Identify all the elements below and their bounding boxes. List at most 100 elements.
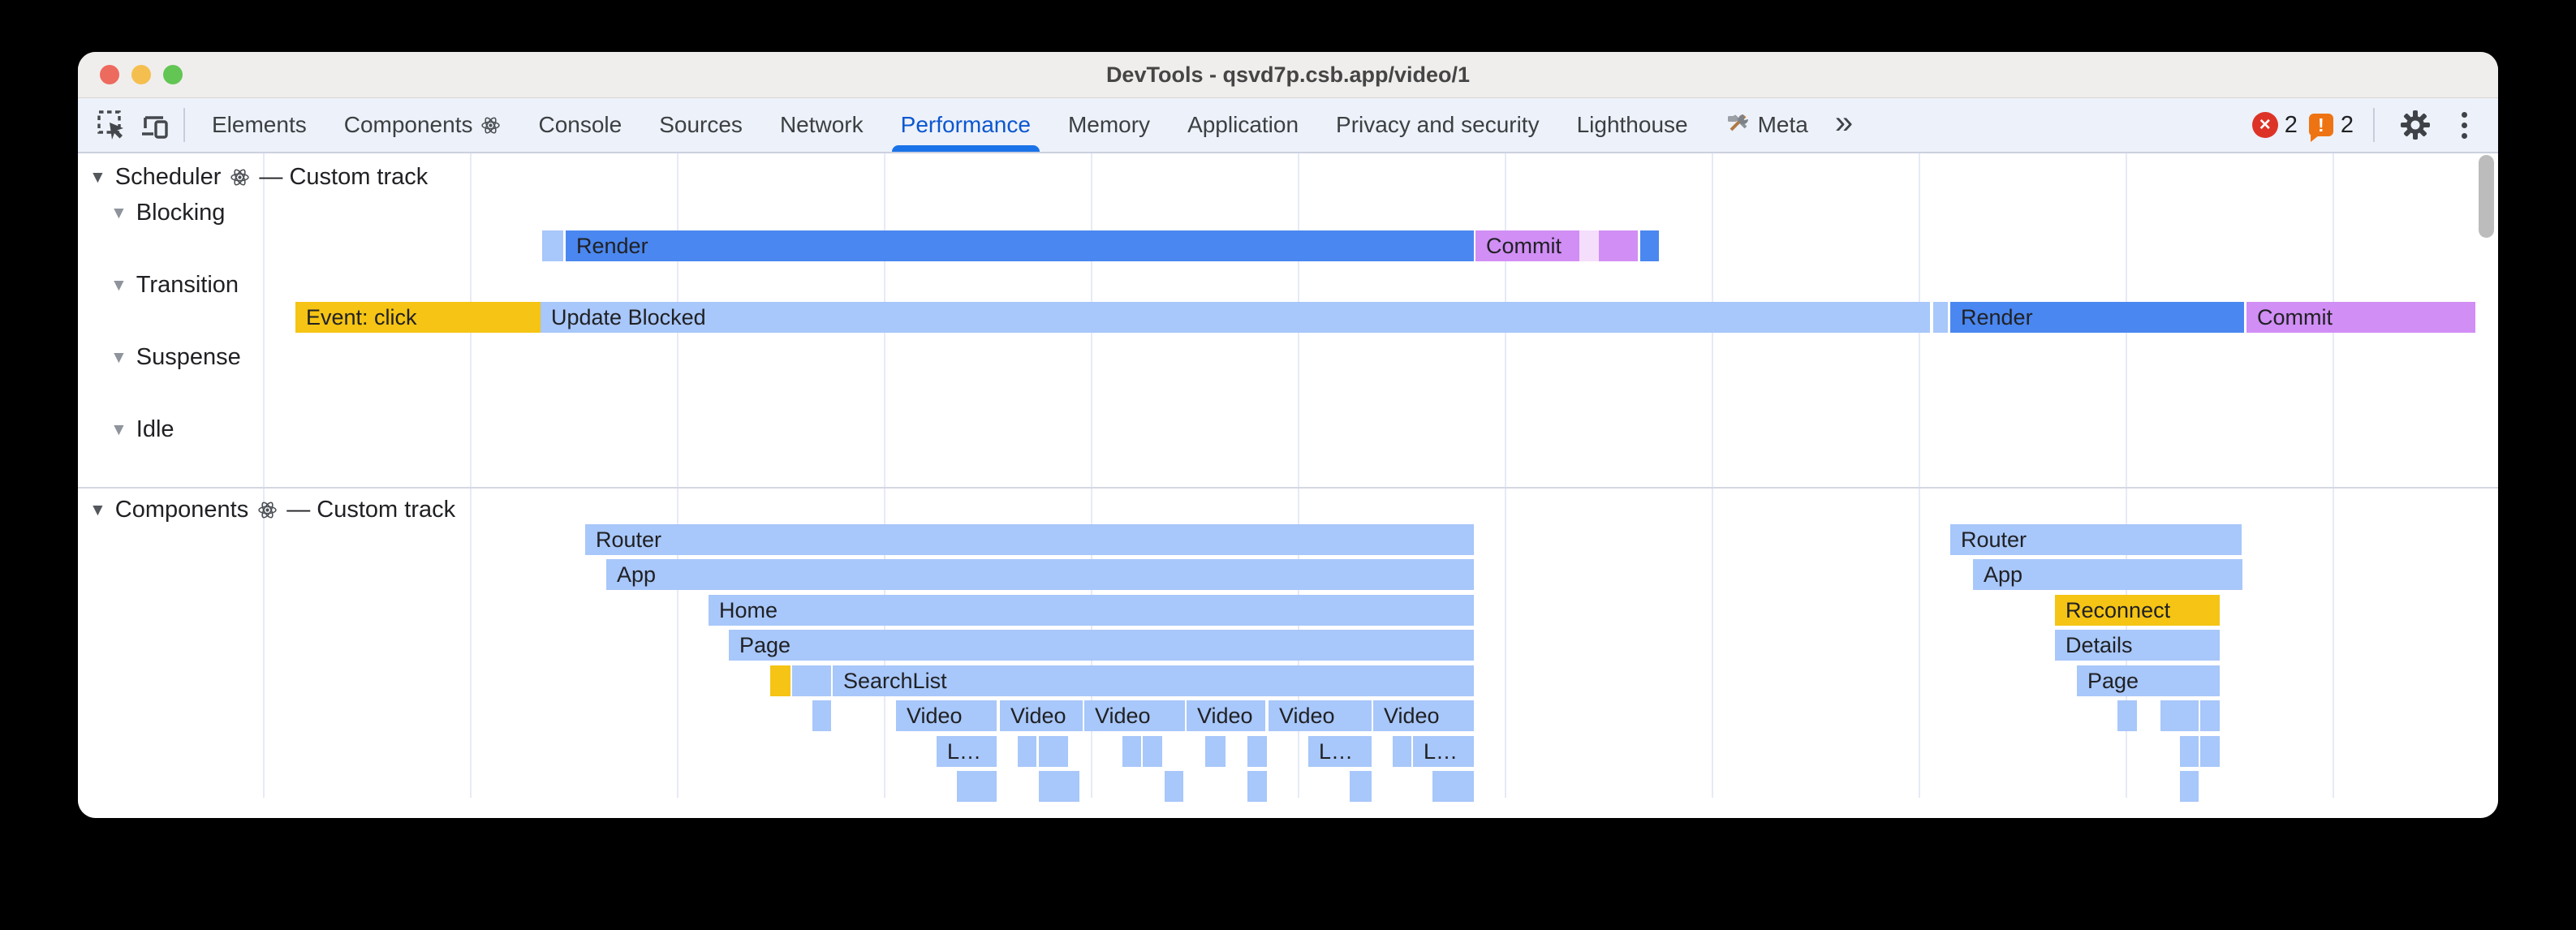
flame-bar[interactable] (1247, 736, 1267, 767)
close-window-button[interactable] (100, 65, 119, 84)
zoom-window-button[interactable] (163, 65, 183, 84)
flame-bar-app[interactable]: App (606, 559, 1474, 590)
lane-label-transition[interactable]: ▼ Transition (110, 269, 239, 300)
flame-bar[interactable] (542, 230, 563, 261)
flame-bar[interactable] (1018, 736, 1036, 767)
lane-label-blocking[interactable]: ▼ Blocking (110, 197, 225, 228)
errors-badge[interactable]: × 2 (2251, 112, 2298, 139)
flame-bar[interactable] (1165, 771, 1183, 802)
flame-bar-video[interactable]: Video (1269, 700, 1372, 731)
flame-bar-home[interactable]: Home (709, 595, 1474, 626)
tab-label: Elements (212, 112, 307, 137)
collapse-triangle-icon[interactable]: ▼ (110, 203, 127, 222)
tab-label: Performance (900, 112, 1031, 137)
flame-bar[interactable] (1122, 736, 1141, 767)
flame-bar-video[interactable]: Video (1000, 700, 1083, 731)
error-icon: × (2251, 112, 2278, 138)
tab-meta[interactable]: Meta (1707, 98, 1827, 152)
flame-bar-l[interactable]: L… (1308, 736, 1372, 767)
collapse-triangle-icon[interactable]: ▼ (110, 347, 127, 367)
flame-bar-searchlist[interactable]: SearchList (833, 665, 1474, 696)
track-header-components[interactable]: ▼ Components — Custom track (89, 494, 455, 525)
lane-label-idle[interactable]: ▼ Idle (110, 414, 174, 445)
collapse-triangle-icon[interactable]: ▼ (110, 275, 127, 295)
tab-memory[interactable]: Memory (1049, 98, 1169, 152)
flame-bar[interactable] (1640, 230, 1659, 261)
flame-bar[interactable] (2200, 736, 2220, 767)
tab-network[interactable]: Network (761, 98, 882, 152)
flame-bar[interactable] (1247, 771, 1267, 802)
flame-bar[interactable] (2200, 700, 2220, 731)
flame-bar-page[interactable]: Page (2077, 665, 2220, 696)
flame-bar-app[interactable]: App (1973, 559, 2242, 590)
lane-title: Blocking (136, 199, 226, 226)
tab-privacy-and-security[interactable]: Privacy and security (1317, 98, 1558, 152)
time-gridline (1919, 153, 1920, 798)
kebab-menu-button[interactable] (2448, 111, 2480, 139)
flame-bar-event-click[interactable]: Event: click (295, 302, 541, 333)
tab-elements[interactable]: Elements (193, 98, 325, 152)
flame-bar[interactable] (1579, 230, 1599, 261)
inspect-cursor-icon (97, 110, 123, 140)
tab-application[interactable]: Application (1169, 98, 1317, 152)
tab-components[interactable]: Components (325, 98, 520, 152)
flame-bar-router[interactable]: Router (585, 524, 1474, 555)
lane-label-suspense[interactable]: ▼ Suspense (110, 342, 241, 372)
flame-bar[interactable] (1933, 302, 1948, 333)
tab-sources[interactable]: Sources (640, 98, 761, 152)
time-gridline (263, 153, 265, 798)
issues-badge[interactable]: ! 2 (2308, 112, 2354, 142)
flame-bar[interactable] (1432, 771, 1474, 802)
flame-bar-video[interactable]: Video (1187, 700, 1265, 731)
flame-bar[interactable] (1039, 736, 1068, 767)
flame-bar[interactable] (1350, 771, 1372, 802)
issue-icon: ! (2308, 114, 2333, 142)
flame-bar-page[interactable]: Page (729, 630, 1474, 661)
flame-bar[interactable] (1205, 736, 1226, 767)
traffic-lights (100, 52, 183, 97)
track-suffix: — Custom track (286, 496, 456, 523)
flame-bar-video[interactable]: Video (1084, 700, 1185, 731)
flame-bar-l[interactable]: L… (937, 736, 997, 767)
flame-bar[interactable] (2160, 700, 2199, 731)
flame-bar[interactable] (2180, 771, 2199, 802)
tab-lighthouse[interactable]: Lighthouse (1558, 98, 1707, 152)
toggle-device-toolbar-button[interactable] (133, 104, 175, 146)
flame-bar[interactable] (957, 771, 997, 802)
flame-bar-l[interactable]: L… (1413, 736, 1474, 767)
flame-bar[interactable] (770, 665, 790, 696)
flame-bar-router[interactable]: Router (1950, 524, 2242, 555)
flame-bar-reconnect[interactable]: Reconnect (2055, 595, 2220, 626)
flame-bar-render[interactable]: Render (566, 230, 1474, 261)
flame-bar-update-blocked[interactable]: Update Blocked (541, 302, 1930, 333)
collapse-triangle-icon[interactable]: ▼ (110, 420, 127, 439)
collapse-triangle-icon[interactable]: ▼ (89, 500, 106, 519)
minimize-window-button[interactable] (131, 65, 151, 84)
flame-bar[interactable] (1143, 736, 1162, 767)
flame-bar[interactable] (2117, 700, 2137, 731)
flame-bar[interactable] (1393, 736, 1411, 767)
vertical-scrollbar-thumb[interactable] (2479, 155, 2494, 238)
tab-label: Components (343, 112, 473, 137)
flame-bar-video[interactable]: Video (896, 700, 997, 731)
kebab-menu-icon (2461, 111, 2467, 118)
flame-bar-details[interactable]: Details (2055, 630, 2220, 661)
settings-button[interactable] (2394, 104, 2436, 146)
track-suffix: — Custom track (259, 163, 429, 190)
flame-bar-video[interactable]: Video (1373, 700, 1474, 731)
flame-bar[interactable] (2180, 736, 2199, 767)
flame-bar-commit[interactable]: Commit (1475, 230, 1579, 261)
tab-performance[interactable]: Performance (882, 98, 1049, 152)
flame-bar-commit[interactable]: Commit (2246, 302, 2475, 333)
flame-bar[interactable] (812, 700, 831, 731)
flame-bar[interactable] (1039, 771, 1079, 802)
devtools-window: DevTools - qsvd7p.csb.app/video/1 Elemen… (78, 52, 2498, 818)
tab-console[interactable]: Console (519, 98, 640, 152)
flame-bar-render[interactable]: Render (1950, 302, 2244, 333)
flame-bar[interactable] (1599, 230, 1638, 261)
inspect-cursor-button[interactable] (91, 104, 133, 146)
flame-bar[interactable] (792, 665, 831, 696)
collapse-triangle-icon[interactable]: ▼ (89, 167, 106, 187)
track-header-scheduler[interactable]: ▼ Scheduler — Custom track (89, 161, 428, 192)
more-tabs-button[interactable]: » (1834, 104, 1854, 140)
